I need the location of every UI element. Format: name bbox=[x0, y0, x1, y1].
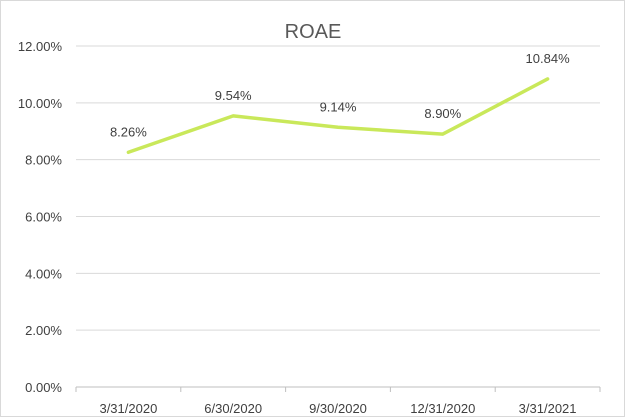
y-axis-ticks: 0.00% 2.00% 4.00% 6.00% 8.00% 10.00% 12.00% bbox=[18, 39, 63, 395]
x-axis-ticks: 3/31/2020 6/30/2020 9/30/2020 12/31/2020 3/3… bbox=[99, 401, 576, 416]
series-line-roae bbox=[126, 77, 550, 155]
data-label: 8.26% bbox=[110, 124, 147, 139]
y-tick-label: 8.00% bbox=[25, 153, 62, 168]
data-label: 10.84% bbox=[526, 51, 571, 66]
data-label: 8.90% bbox=[424, 106, 461, 121]
y-tick-label: 6.00% bbox=[25, 210, 62, 225]
chart-title: ROAE bbox=[285, 21, 342, 43]
x-tick-label: 3/31/2021 bbox=[519, 401, 577, 416]
y-tick-label: 10.00% bbox=[18, 96, 63, 111]
gridlines bbox=[76, 45, 600, 331]
x-axis bbox=[75, 386, 601, 392]
x-tick-label: 6/30/2020 bbox=[204, 401, 262, 416]
y-tick-label: 4.00% bbox=[25, 266, 62, 281]
data-label: 9.54% bbox=[215, 88, 252, 103]
y-tick-label: 2.00% bbox=[25, 323, 62, 338]
series-roae bbox=[126, 77, 550, 155]
y-tick-label: 12.00% bbox=[18, 39, 63, 54]
x-tick-label: 3/31/2020 bbox=[99, 401, 157, 416]
x-tick-label: 12/31/2020 bbox=[410, 401, 475, 416]
data-label: 9.14% bbox=[320, 99, 357, 114]
data-labels: 8.26% 9.54% 9.14% 8.90% 10.84% bbox=[110, 51, 570, 139]
x-tick-label: 9/30/2020 bbox=[309, 401, 367, 416]
y-tick-label: 0.00% bbox=[25, 380, 62, 395]
